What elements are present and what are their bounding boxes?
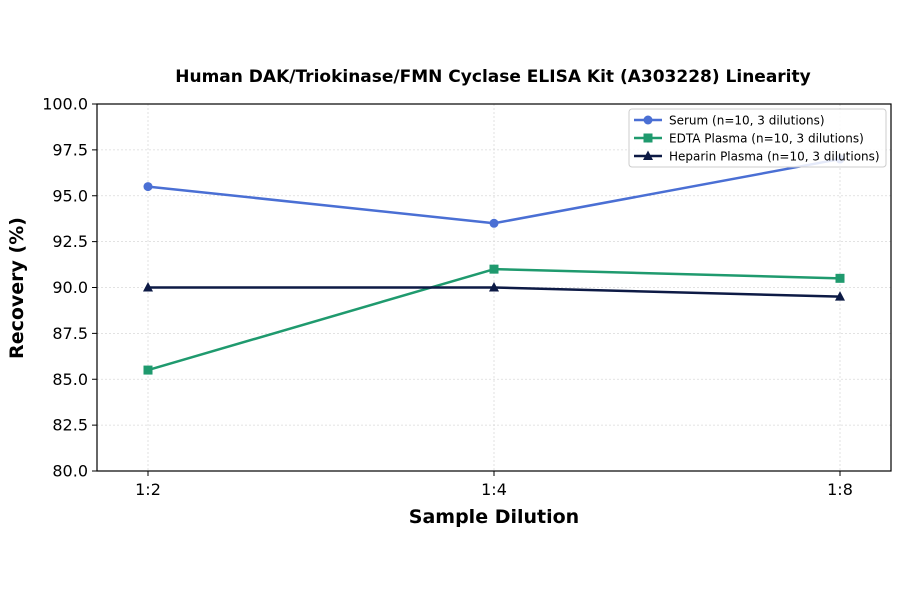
legend-label: EDTA Plasma (n=10, 3 dilutions) <box>669 132 864 146</box>
legend-item: Serum (n=10, 3 dilutions) <box>634 114 825 128</box>
legend-box <box>628 108 887 168</box>
y-tick-label: 85.0 <box>52 370 88 389</box>
x-tick-label: 1:4 <box>481 480 507 499</box>
legend-label: Heparin Plasma (n=10, 3 dilutions) <box>669 150 880 164</box>
series-layer <box>143 154 845 375</box>
data-point <box>143 282 153 292</box>
legend-item: EDTA Plasma (n=10, 3 dilutions) <box>634 132 864 146</box>
x-axis-label: Sample Dilution <box>409 506 579 528</box>
legend-label: Serum (n=10, 3 dilutions) <box>669 114 825 128</box>
y-tick-label: 82.5 <box>52 416 88 435</box>
y-axis-label: Recovery (%) <box>6 217 28 359</box>
legend-swatch-marker <box>643 133 653 143</box>
data-point <box>143 365 153 375</box>
series-3 <box>143 282 845 301</box>
data-point <box>835 291 845 301</box>
legend-item: Heparin Plasma (n=10, 3 dilutions) <box>634 150 880 164</box>
y-tick-label: 100.0 <box>42 95 88 114</box>
data-point <box>489 264 499 274</box>
y-tick-label: 87.5 <box>52 324 88 343</box>
data-point <box>489 282 499 292</box>
y-tick-label: 92.5 <box>52 232 88 251</box>
data-point <box>835 273 845 283</box>
legend: Serum (n=10, 3 dilutions) EDTA Plasma (n=… <box>628 108 887 168</box>
data-point <box>143 182 153 192</box>
chart-title: Human DAK/Triokinase/FMN Cyclase ELISA K… <box>175 67 810 87</box>
x-axis: 1:2 1:4 1:8 <box>135 471 853 499</box>
x-tick-label: 1:8 <box>827 480 853 499</box>
y-tick-label: 95.0 <box>52 186 88 205</box>
series-2 <box>143 264 845 375</box>
data-point <box>489 218 499 228</box>
y-tick-label: 90.0 <box>52 278 88 297</box>
legend-swatch-marker <box>643 115 653 125</box>
y-tick-label: 97.5 <box>52 140 88 159</box>
x-tick-label: 1:2 <box>135 480 161 499</box>
y-tick-label: 80.0 <box>52 462 88 481</box>
y-axis: 80.0 82.5 85.0 87.5 90.0 92.5 95.0 97.5 100.0 <box>42 95 97 481</box>
legend-swatch-marker <box>643 150 653 160</box>
